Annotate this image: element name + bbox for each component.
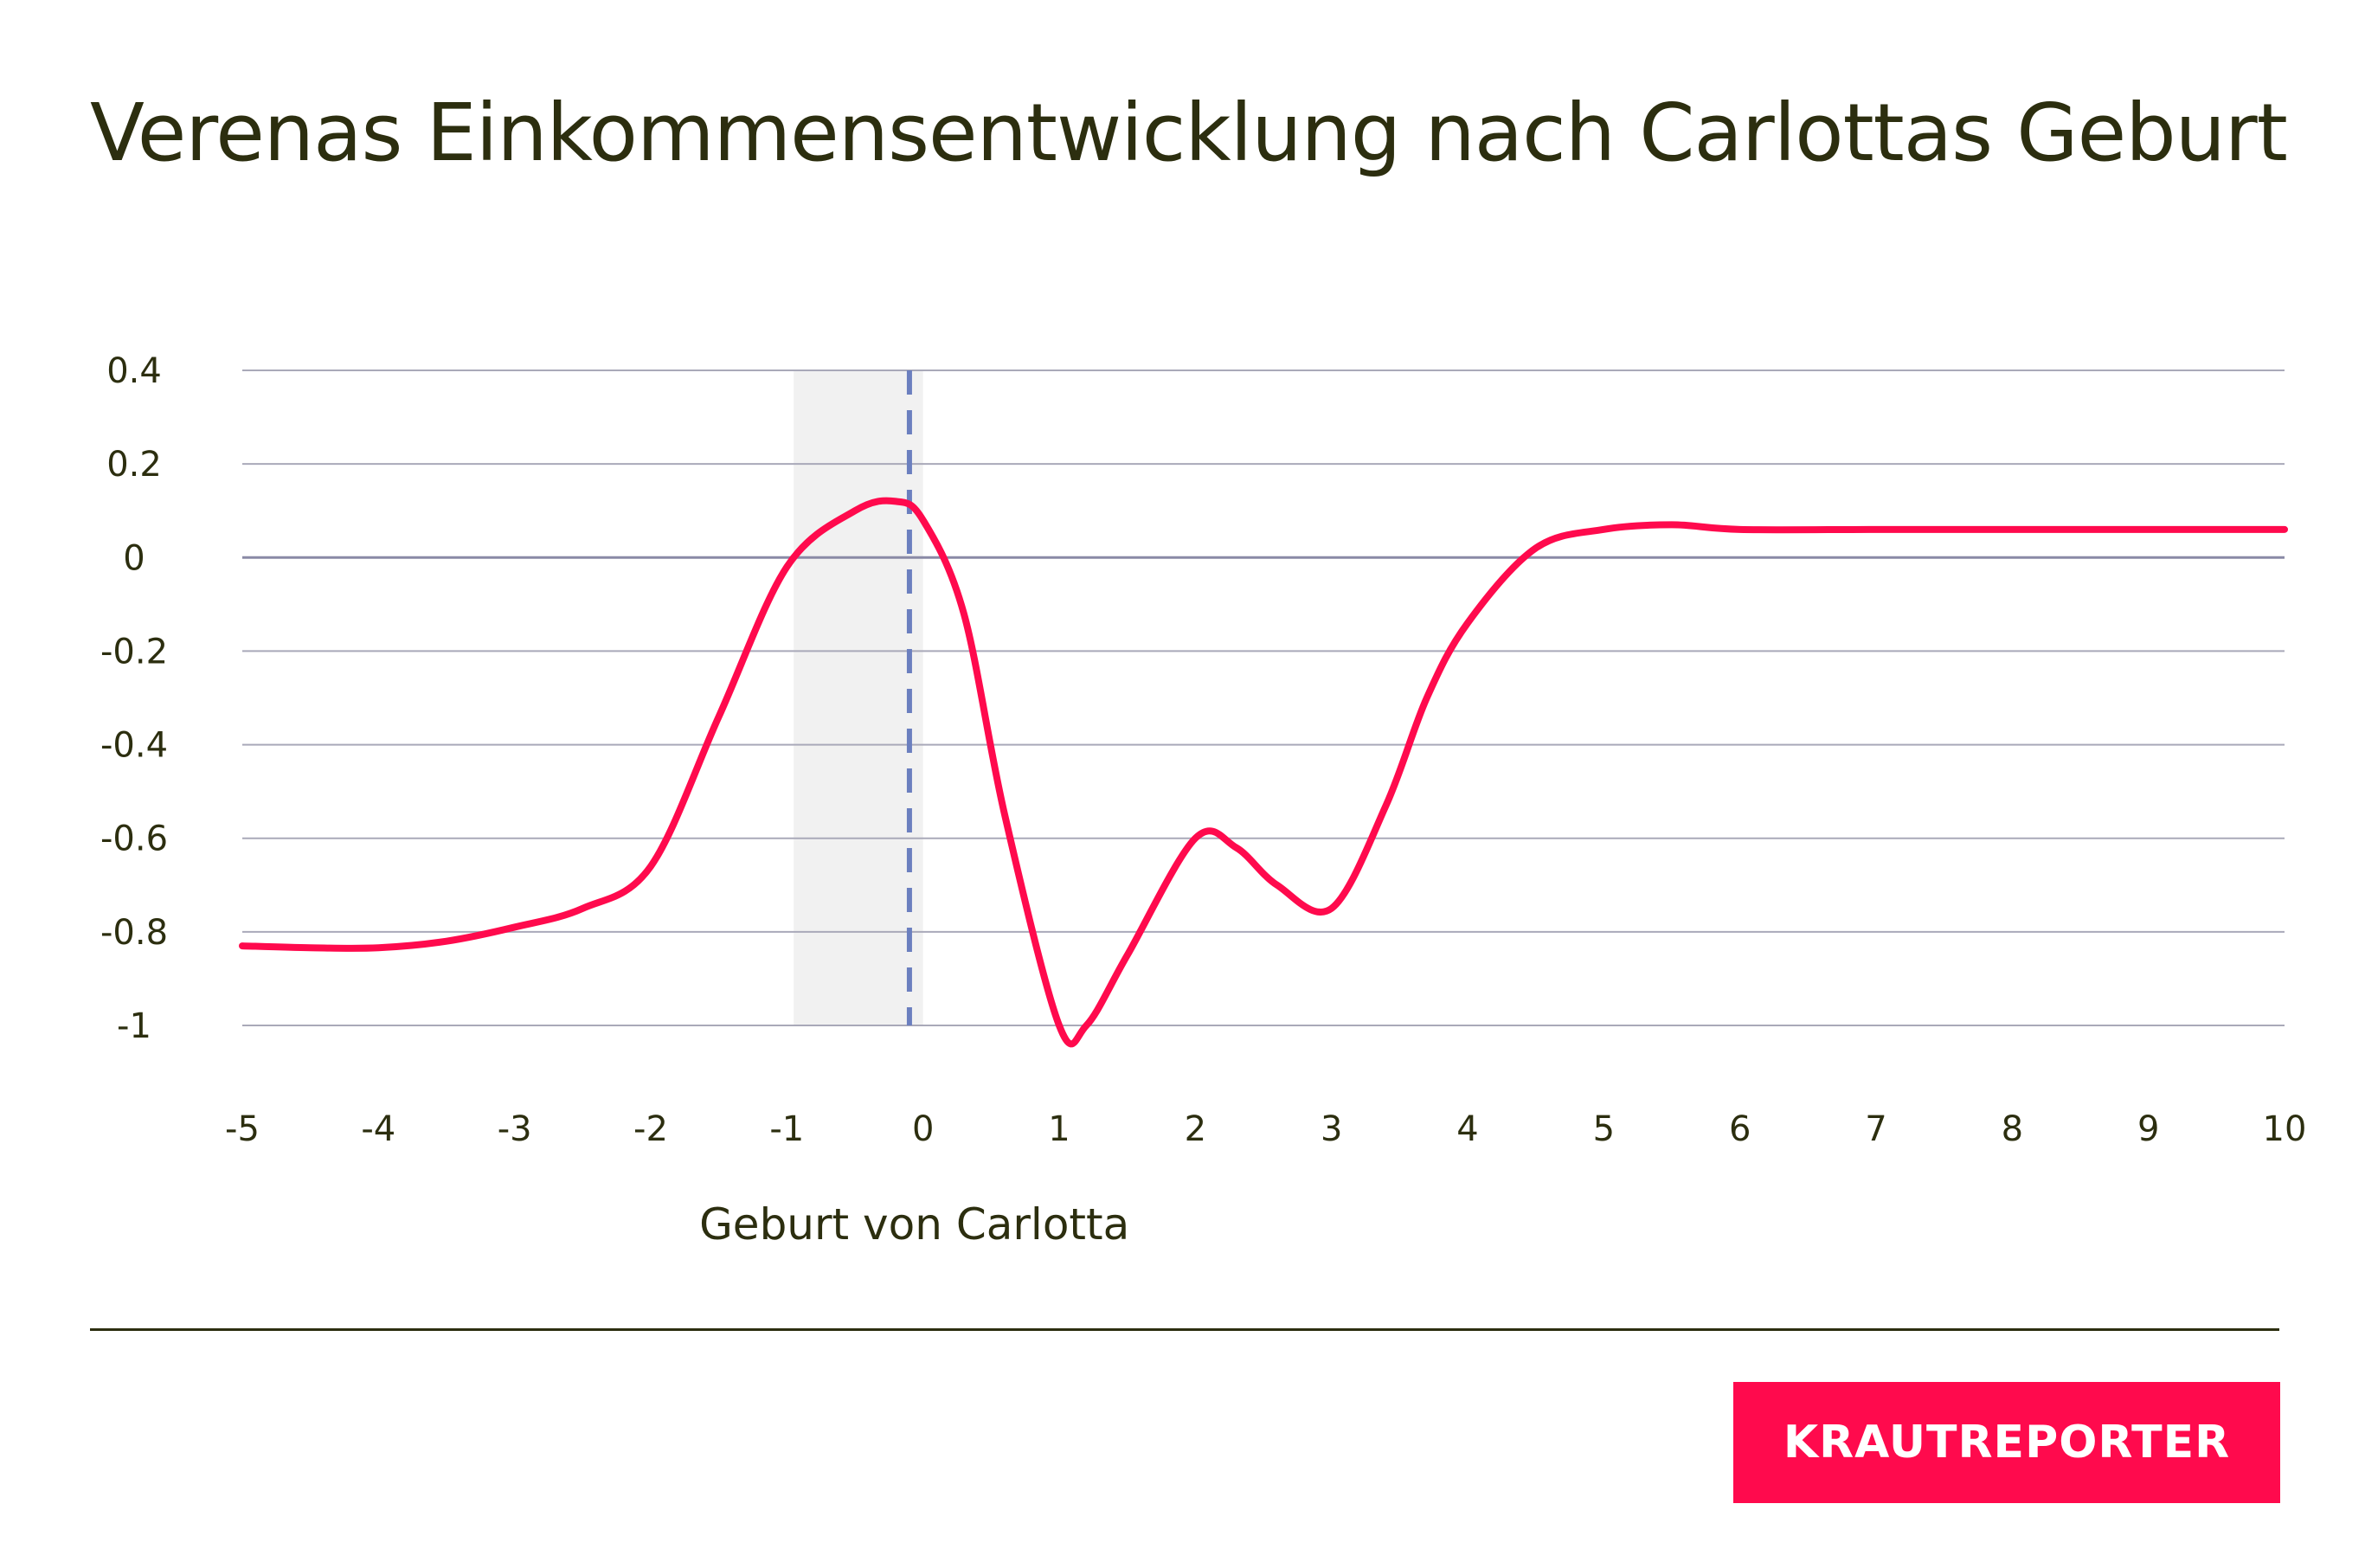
y-tick-label: -0.4: [100, 726, 168, 766]
annotation-label: Geburt von Carlotta: [699, 1199, 1129, 1250]
y-tick-label: -0.2: [100, 632, 168, 672]
x-tick-label: -1: [769, 1109, 804, 1149]
series-line: [239, 497, 2288, 1048]
series-layer: [239, 497, 2288, 1048]
highlight-band: [794, 370, 923, 1025]
x-tick-label: -4: [361, 1109, 395, 1149]
highlight-band-layer: [794, 370, 923, 1025]
y-tick-labels: 0.4 0.2 0 -0.2 -0.4 -0.6 -0.8 -1: [100, 351, 168, 1046]
y-tick-label: -1: [117, 1006, 151, 1046]
x-tick-label: 4: [1456, 1109, 1478, 1149]
x-tick-label: 0: [912, 1109, 934, 1149]
x-tick-label: 1: [1048, 1109, 1070, 1149]
x-tick-label: 6: [1729, 1109, 1751, 1149]
x-tick-label: 7: [1865, 1109, 1886, 1149]
y-tick-label: 0.4: [106, 351, 162, 391]
x-tick-label: 8: [2002, 1109, 2023, 1149]
x-tick-label: 10: [2263, 1109, 2307, 1149]
chart-title: Verenas Einkommensentwicklung nach Carlo…: [90, 87, 2288, 179]
x-tick-label: 2: [1185, 1109, 1206, 1149]
y-tick-label: 0.2: [106, 445, 162, 485]
x-tick-label: 3: [1321, 1109, 1342, 1149]
x-tick-label: -3: [498, 1109, 532, 1149]
gridline-layer: [242, 370, 2285, 1026]
y-tick-label: -0.8: [100, 913, 168, 953]
y-tick-label: 0: [123, 538, 145, 578]
x-tick-label: -2: [633, 1109, 668, 1149]
footer-divider: [90, 1328, 2279, 1331]
x-tick-label: 9: [2137, 1109, 2159, 1149]
x-tick-label: 5: [1593, 1109, 1615, 1149]
y-tick-label: -0.6: [100, 819, 168, 859]
x-tick-labels: -5 -4 -3 -2 -1 0 1 2 3 4 5 6 7 8 9 10: [225, 1109, 2306, 1149]
brand-logo: KRAUTREPORTER: [1733, 1382, 2280, 1503]
x-tick-label: -5: [225, 1109, 260, 1149]
